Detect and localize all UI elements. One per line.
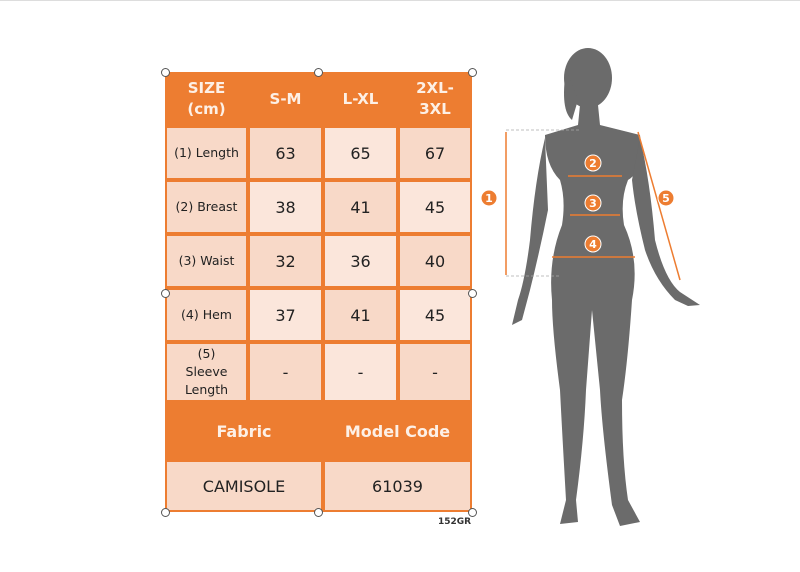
size-value: - [400,344,470,400]
marker-label: 3 [589,197,597,210]
size-value: 41 [325,290,396,340]
row-label: (1) Length [167,128,246,178]
size-value: 40 [400,236,470,286]
column-header: S-M [269,89,302,108]
row-label: (2) Breast [167,182,246,232]
woman-silhouette [512,48,700,526]
row-label: (4) Hem [167,290,246,340]
resize-handle[interactable] [160,288,170,298]
size-chart-table: SIZE (cm) S-M L-XL 2XL-3XL (1) Length 63 65 67 (… [165,72,472,512]
marker-circle [657,189,675,207]
marker-label: 2 [589,157,597,170]
column-header: SIZE (cm) [187,79,226,118]
resize-handle[interactable] [467,288,477,298]
resize-handle[interactable] [160,507,170,517]
marker-circle [584,194,602,212]
size-value: 41 [325,182,396,232]
size-value: 36 [325,236,396,286]
resize-handle[interactable] [160,67,170,77]
size-value: - [250,344,321,400]
column-header: L-XL [342,89,379,108]
size-value: 45 [400,182,470,232]
size-value: 38 [250,182,321,232]
footer-value: 61039 [325,462,470,510]
size-value: 45 [400,290,470,340]
size-value: - [325,344,396,400]
top-divider [0,0,800,1]
product-code: 152GR [438,517,472,527]
size-value: 67 [400,128,470,178]
size-value: 63 [250,128,321,178]
row-label: (5) Sleeve Length [167,344,246,400]
marker-circle [584,154,602,172]
marker-label: 4 [589,238,597,251]
resize-handle[interactable] [467,67,477,77]
resize-handle[interactable] [313,507,323,517]
size-value: 65 [325,128,396,178]
footer-header: Model Code [344,421,451,441]
resize-handle[interactable] [467,507,477,517]
marker-circle [584,235,602,253]
footer-value: CAMISOLE [167,462,321,510]
column-header: 2XL-3XL [416,79,454,118]
size-value: 37 [250,290,321,340]
row-label: (3) Waist [167,236,246,286]
size-value: 32 [250,236,321,286]
marker-label: 5 [662,192,670,205]
measurement-lines [505,129,681,281]
resize-handle[interactable] [313,67,323,77]
marker-label: 1 [485,192,493,205]
marker-circle [480,189,498,207]
footer-header: Fabric [216,421,272,441]
